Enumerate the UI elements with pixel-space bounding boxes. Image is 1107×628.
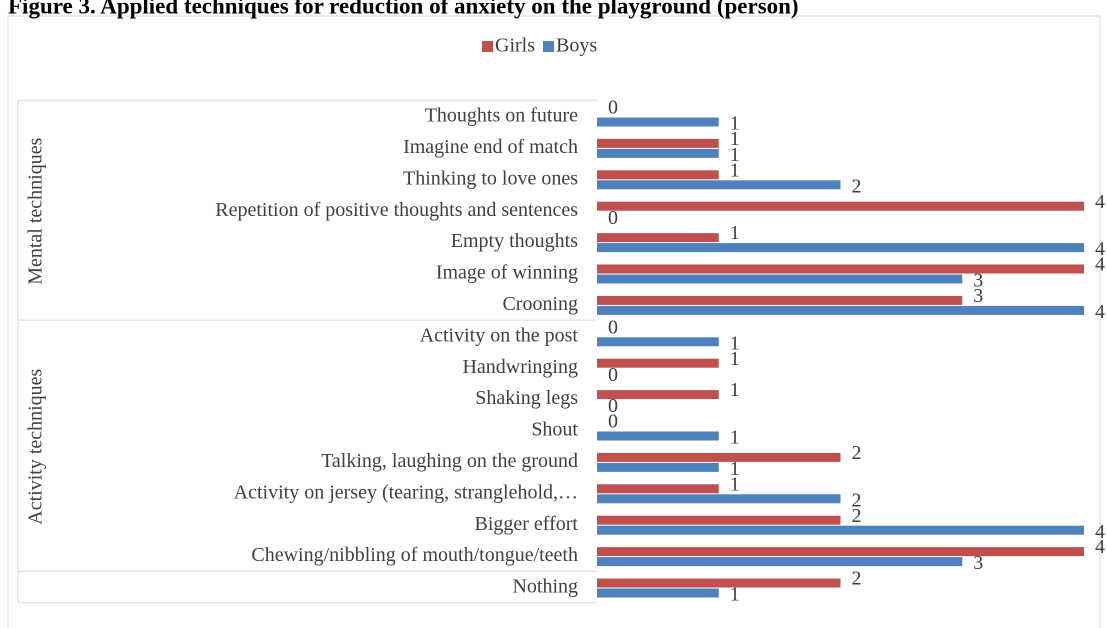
category-label: Repetition of positive thoughts and sent… (215, 199, 578, 221)
data-label: 2 (852, 489, 862, 511)
category-label: Image of winning (436, 262, 578, 284)
category-label: Thinking to love ones (403, 167, 578, 189)
bar (597, 148, 719, 158)
bar (597, 525, 1084, 535)
data-label: 1 (730, 159, 740, 181)
group-label: Mental techniques (25, 137, 47, 284)
data-label: 1 (730, 113, 740, 135)
bar (597, 264, 1084, 274)
data-label: 4 (1095, 254, 1105, 276)
data-label: 1 (730, 458, 740, 480)
bar (597, 243, 1084, 253)
data-label: 2 (852, 505, 862, 527)
bar (597, 295, 963, 305)
category-label: Empty thoughts (451, 230, 578, 252)
data-label: 3 (973, 552, 983, 574)
bar (597, 138, 719, 148)
category-label: Shaking legs (475, 387, 578, 409)
data-label: 2 (852, 442, 862, 464)
category-label: Activity on jersey (tearing, stranglehol… (234, 481, 578, 503)
category-label: Bigger effort (475, 513, 579, 535)
category-label: Thoughts on future (425, 105, 578, 127)
category-label: Activity on the post (420, 324, 579, 346)
data-label: 1 (730, 473, 740, 495)
data-label: 3 (973, 270, 983, 292)
bar (597, 452, 841, 462)
bar (597, 117, 719, 127)
data-label: 1 (730, 348, 740, 370)
data-label: 4 (1095, 521, 1105, 543)
bar (597, 180, 841, 190)
data-label: 4 (1095, 536, 1105, 558)
data-label: 0 (608, 207, 618, 229)
bar (597, 337, 719, 347)
legend-label: Girls (495, 35, 535, 57)
bar (597, 305, 1084, 315)
data-label: 4 (1095, 191, 1105, 213)
legend-swatch (482, 41, 493, 52)
data-label: 3 (973, 285, 983, 307)
bar (597, 431, 719, 441)
data-label: 1 (730, 332, 740, 354)
category-label: Shout (531, 419, 578, 441)
data-label: 2 (852, 568, 862, 590)
group-label: Activity techniques (25, 368, 47, 524)
bar (597, 484, 719, 494)
legend-swatch (543, 41, 554, 52)
bar (597, 274, 963, 284)
chart-title: Figure 3. Applied techniques for reducti… (8, 0, 799, 18)
data-label: 4 (1095, 301, 1105, 323)
data-label: 0 (608, 364, 618, 386)
data-label: 1 (730, 584, 740, 606)
data-label: 1 (730, 379, 740, 401)
bar (597, 588, 719, 598)
data-label: 0 (608, 411, 618, 433)
bar (597, 233, 719, 243)
category-label: Crooning (502, 293, 578, 315)
category-label: Chewing/nibbling of mouth/tongue/teeth (251, 544, 578, 566)
category-label: Nothing (512, 576, 578, 598)
bar (597, 578, 841, 588)
bar (597, 390, 719, 400)
bar (597, 557, 963, 567)
bar (597, 170, 719, 180)
data-label: 0 (608, 395, 618, 417)
bar (597, 494, 841, 504)
bar (597, 201, 1084, 211)
legend-label: Boys (556, 35, 597, 57)
data-label: 0 (608, 97, 618, 119)
data-label: 0 (608, 316, 618, 338)
bar (597, 547, 1084, 557)
data-label: 1 (730, 128, 740, 150)
data-label: 4 (1095, 238, 1105, 260)
data-label: 1 (730, 222, 740, 244)
bar (597, 462, 719, 472)
data-label: 1 (730, 144, 740, 166)
category-label: Handwringing (462, 356, 578, 378)
data-label: 1 (730, 427, 740, 449)
category-label: Talking, laughing on the ground (321, 450, 578, 472)
chart-frame (7, 15, 1101, 628)
data-label: 2 (852, 175, 862, 197)
category-label: Imagine end of match (403, 136, 578, 158)
bar (597, 515, 841, 525)
bar (597, 358, 719, 368)
